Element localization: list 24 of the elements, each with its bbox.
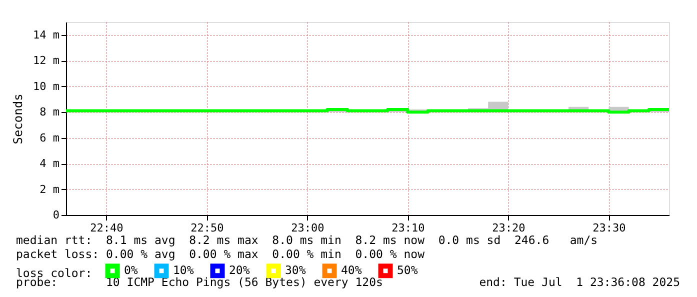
- x-tick-label: 23:00: [291, 222, 324, 234]
- y-tick-label: 2 m: [40, 182, 60, 196]
- x-tick-label: 22:40: [90, 222, 124, 234]
- y-tick-label: 8 m: [40, 106, 60, 119]
- legend-label: 30%: [285, 262, 306, 277]
- legend-label: 0%: [124, 262, 138, 277]
- x-tick-label: 23:10: [392, 222, 425, 234]
- y-tick-label: 12 m: [33, 54, 60, 68]
- text: median rtt: 8.1 ms avg 8.2 ms max 8.0 ms min 8.2 ms now 0.0 ms sd 246.6 am/s: [16, 233, 598, 247]
- y-tick-label: 4 m: [40, 157, 60, 170]
- legend-label: 20%: [229, 262, 250, 277]
- y-tick-label: 6 m: [40, 131, 60, 144]
- text: end: Tue Jul 1 23:36:08 2025: [479, 275, 680, 289]
- x-tick-label: 23:30: [592, 222, 626, 234]
- x-tick-label: 23:20: [492, 222, 526, 234]
- y-tick-label: 14 m: [33, 28, 60, 42]
- y-axis-title: Seconds: [11, 94, 26, 144]
- y-tick-label: 0: [52, 208, 60, 222]
- y-tick-label: 10 m: [33, 80, 60, 93]
- legend-label: 40%: [341, 262, 362, 277]
- text: packet loss: 0.00 % avg 0.00 % max 0.00 % min 0.00 % now: [16, 247, 425, 261]
- x-tick-label: 22:50: [190, 222, 224, 234]
- legend-label: 50%: [397, 262, 418, 277]
- legend-label: 10%: [173, 262, 194, 277]
